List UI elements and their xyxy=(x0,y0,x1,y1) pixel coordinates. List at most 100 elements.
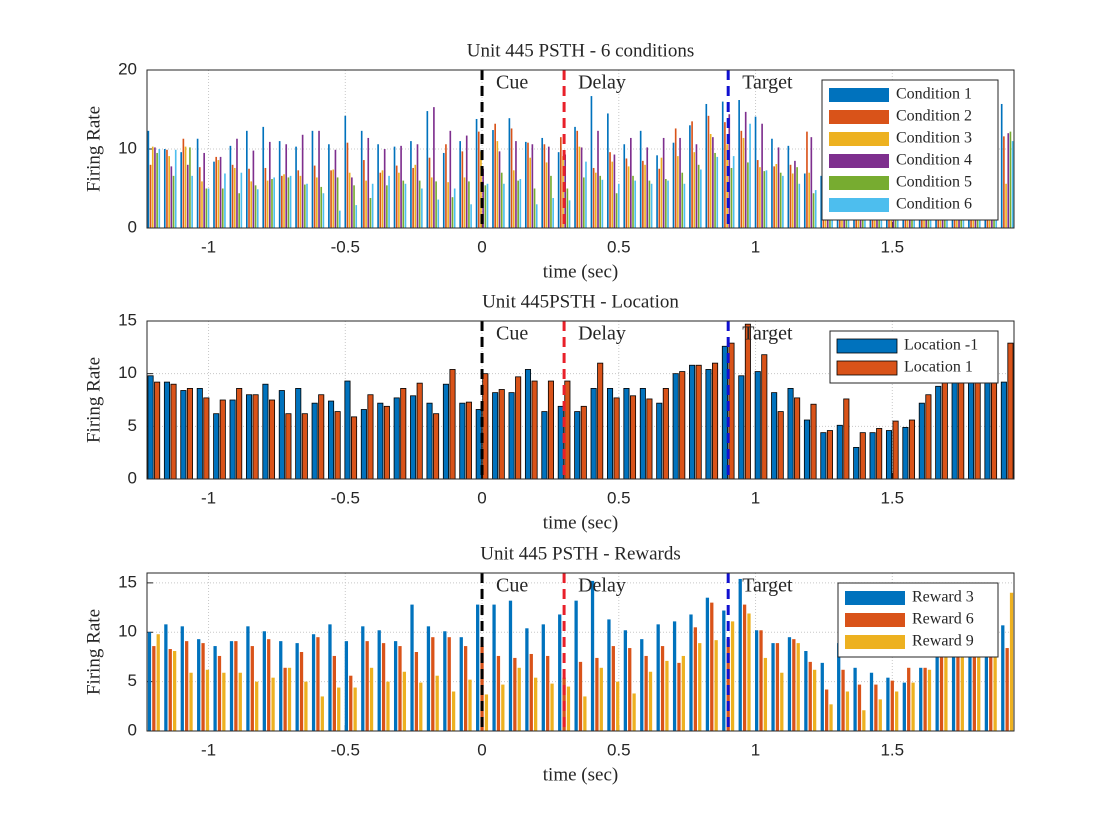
bar xyxy=(431,637,435,731)
bar xyxy=(402,180,405,228)
bar xyxy=(531,144,534,228)
bar xyxy=(344,115,347,228)
bar xyxy=(812,193,815,228)
bar xyxy=(289,175,292,228)
event-label: Delay xyxy=(578,72,626,94)
bar xyxy=(984,640,989,731)
bar xyxy=(163,149,166,228)
bar xyxy=(814,190,817,228)
bar xyxy=(773,166,775,228)
bar xyxy=(435,675,439,731)
bar xyxy=(710,602,714,731)
bar xyxy=(229,145,232,228)
bar xyxy=(459,402,466,480)
bar xyxy=(151,146,154,228)
bar xyxy=(628,648,632,731)
bar xyxy=(529,157,531,228)
bar xyxy=(550,175,552,228)
legend-label: Reward 6 xyxy=(912,611,974,628)
bar xyxy=(700,169,702,228)
bar xyxy=(716,156,719,228)
bar xyxy=(724,122,726,228)
bar xyxy=(644,655,648,731)
bar xyxy=(365,641,369,731)
x-tick-label: 1 xyxy=(751,237,760,256)
bar xyxy=(698,643,702,731)
bar xyxy=(683,183,686,228)
bar xyxy=(501,684,505,731)
bar xyxy=(951,640,956,731)
event-label: Delay xyxy=(578,323,626,345)
bar xyxy=(754,371,761,480)
event-label: Delay xyxy=(578,575,626,597)
legend-swatch xyxy=(836,338,898,354)
bar xyxy=(355,205,358,228)
x-tick-label: -0.5 xyxy=(331,488,360,507)
chart-title: Unit 445 PSTH - 6 conditions xyxy=(467,40,694,61)
bar xyxy=(313,165,316,228)
bar xyxy=(923,667,927,731)
bar xyxy=(944,656,948,731)
bar xyxy=(627,166,630,228)
bar xyxy=(229,399,236,480)
bar xyxy=(285,144,288,228)
bar xyxy=(191,175,193,228)
bar xyxy=(369,667,374,731)
bar xyxy=(492,392,499,480)
x-tick-label: -1 xyxy=(201,740,216,759)
bar xyxy=(205,188,208,228)
bar xyxy=(421,188,423,228)
bar xyxy=(180,626,184,731)
bar xyxy=(264,167,267,228)
bar xyxy=(935,640,939,731)
bar xyxy=(381,643,386,731)
bar xyxy=(712,362,719,480)
bar xyxy=(182,138,185,228)
bar xyxy=(433,413,440,480)
bar xyxy=(250,646,254,731)
bar xyxy=(607,619,611,731)
bar xyxy=(825,689,829,731)
bar xyxy=(147,375,154,480)
bar xyxy=(219,399,226,480)
bar xyxy=(754,630,759,731)
bar xyxy=(393,146,396,228)
bar xyxy=(443,631,447,731)
bar xyxy=(660,646,665,731)
bar xyxy=(742,604,747,731)
bar xyxy=(585,161,587,228)
bar xyxy=(808,172,810,228)
bar xyxy=(765,170,768,228)
bar xyxy=(303,184,306,228)
bar xyxy=(803,173,806,228)
bar xyxy=(186,388,193,480)
chart-title: Unit 445PSTH - Location xyxy=(482,291,679,312)
bar xyxy=(543,144,546,228)
bar xyxy=(250,181,253,228)
bar xyxy=(580,405,587,480)
y-axis-label: Firing Rate xyxy=(83,609,104,695)
bar xyxy=(283,174,285,228)
bar xyxy=(759,167,761,228)
legend-label: Condition 3 xyxy=(896,130,972,147)
bar xyxy=(519,179,522,228)
bar xyxy=(782,175,784,228)
bar xyxy=(170,383,177,480)
bar xyxy=(203,152,205,228)
bar xyxy=(590,96,593,228)
bar xyxy=(231,164,234,228)
bar xyxy=(221,188,224,228)
bar xyxy=(829,704,833,731)
bar xyxy=(234,641,238,731)
bar xyxy=(451,691,456,731)
bar xyxy=(332,169,335,228)
bar xyxy=(163,381,170,480)
bar xyxy=(732,156,735,228)
bar xyxy=(316,637,320,731)
bar xyxy=(951,381,958,480)
bar xyxy=(679,137,681,228)
bar xyxy=(254,185,257,228)
bar xyxy=(416,144,419,228)
bar xyxy=(285,413,292,480)
bar xyxy=(531,380,538,480)
